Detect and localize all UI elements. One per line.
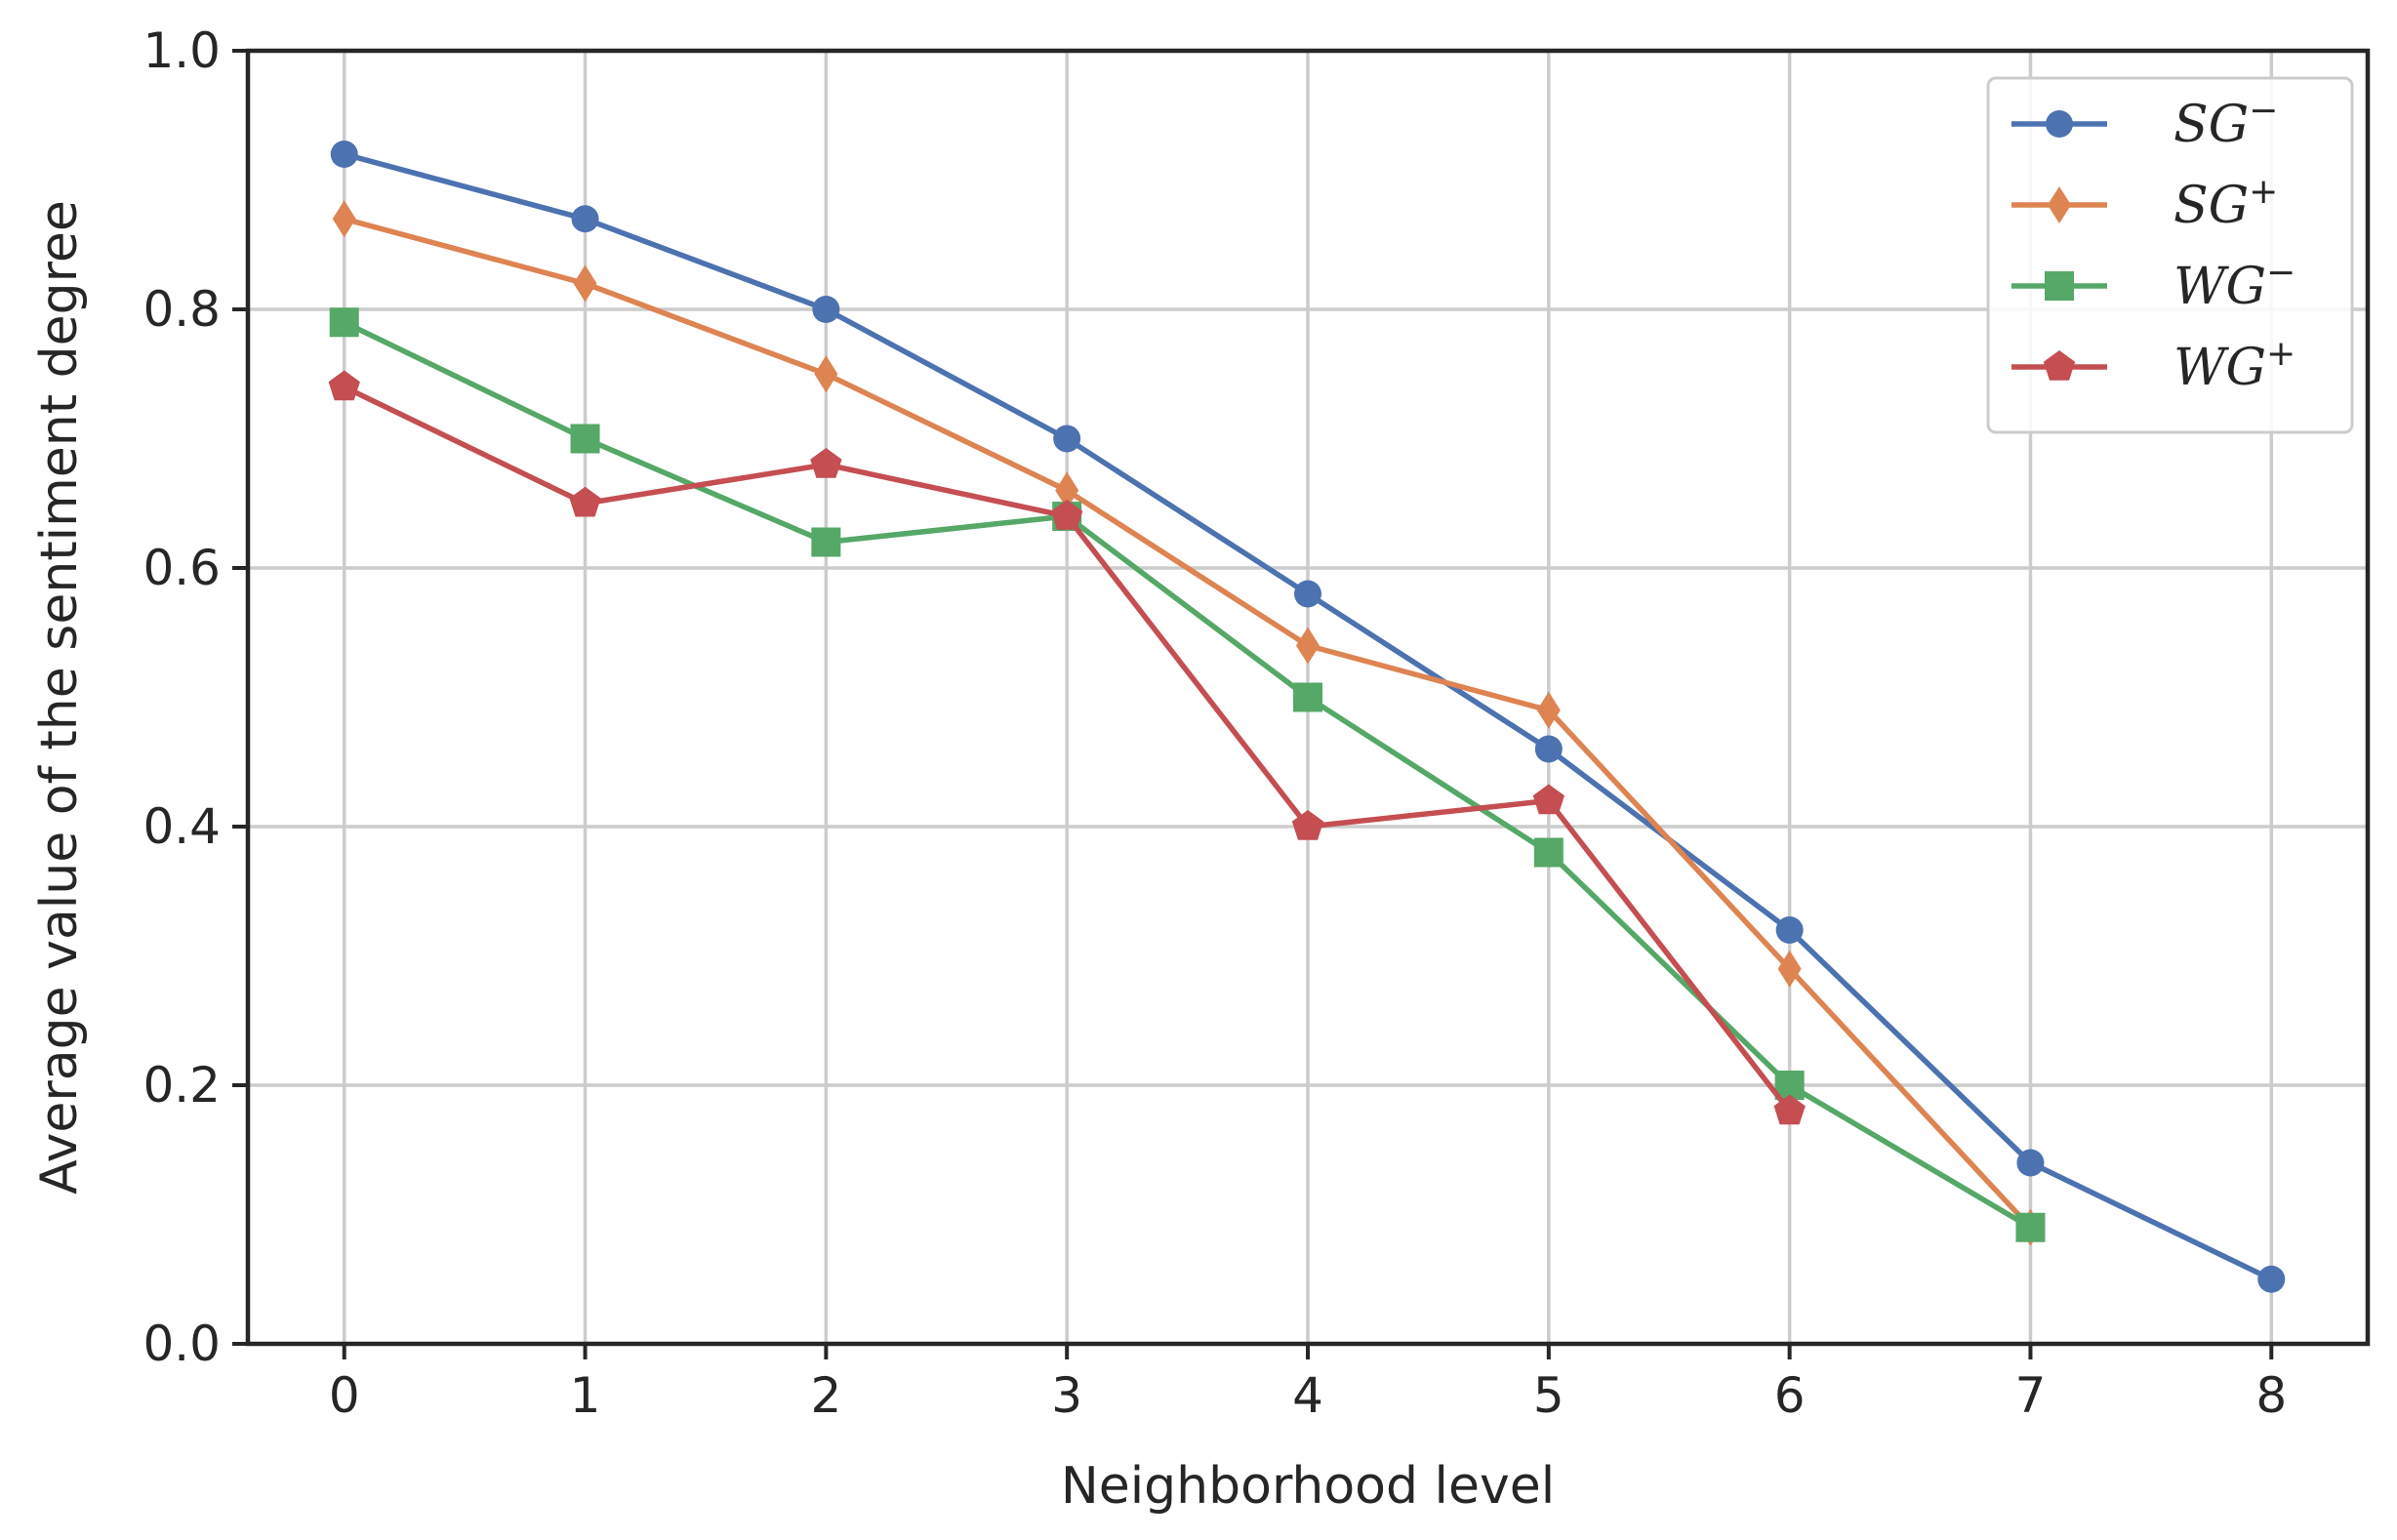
x-tick-label: 4 [1292, 1367, 1323, 1424]
data-point [1533, 837, 1564, 868]
data-point [573, 264, 597, 303]
y-tick-label: 0.4 [142, 798, 221, 855]
data-point [1296, 627, 1320, 665]
data-point [1534, 735, 1563, 763]
data-point [2257, 1265, 2286, 1293]
data-point [332, 200, 356, 238]
data-point [810, 448, 842, 478]
x-tick-label: 0 [329, 1367, 360, 1424]
series-line [343, 216, 2033, 1230]
legend-superscript: − [2249, 91, 2278, 131]
legend-marker [2048, 186, 2071, 223]
data-point [329, 307, 359, 338]
y-tick-label: 1.0 [142, 22, 221, 79]
legend-label: WG− [2174, 253, 2295, 316]
y-axis-label: Average value of the sentiment degree [30, 200, 89, 1195]
x-tick-label: 1 [570, 1367, 601, 1424]
data-point [811, 527, 841, 557]
x-tick-label: 3 [1051, 1367, 1082, 1424]
data-point [330, 141, 358, 168]
legend-marker [2045, 271, 2074, 301]
data-point [1053, 425, 1081, 453]
data-point [1777, 950, 1802, 988]
y-tick-label: 0.0 [142, 1316, 221, 1372]
series-layer [328, 141, 2286, 1293]
data-point [1055, 471, 1079, 509]
data-point [328, 370, 360, 401]
data-point [1536, 691, 1561, 729]
y-tick-label: 0.2 [142, 1057, 221, 1114]
data-point [2015, 1212, 2046, 1242]
x-tick-label: 7 [2015, 1367, 2047, 1424]
data-point [1775, 916, 1804, 944]
x-tick-label: 6 [1774, 1367, 1806, 1424]
data-point [1773, 1094, 1806, 1125]
data-point [569, 486, 601, 517]
legend-box [1986, 76, 2354, 434]
legend-marker [2046, 110, 2073, 138]
series-3 [328, 370, 1806, 1125]
x-tick-label: 8 [2255, 1367, 2287, 1424]
legend-marker [2043, 350, 2076, 381]
x-axis-label: Neighborhood level [1061, 1457, 1555, 1516]
legend-superscript: + [2249, 172, 2278, 212]
legend-superscript: + [2266, 334, 2295, 374]
data-point [571, 205, 599, 233]
data-point [570, 424, 600, 454]
data-point [814, 355, 838, 393]
y-tick-label: 0.8 [142, 281, 221, 338]
legend: SG−SG+WG−WG+ [1986, 76, 2354, 434]
data-point [812, 296, 840, 323]
data-point [2016, 1149, 2045, 1177]
x-tick-label: 5 [1533, 1367, 1564, 1424]
data-point [1294, 580, 1321, 608]
data-point [1051, 500, 1083, 530]
data-point [1293, 682, 1322, 712]
data-point [1532, 784, 1564, 815]
series-0 [330, 141, 2286, 1293]
y-tick-label: 0.6 [142, 540, 221, 596]
data-point [1291, 810, 1324, 840]
axis-ticks: 0 1 2 3 4 5 6 7 8 0.0 0.2 0.4 0.6 0.8 1.0 [142, 22, 2287, 1424]
x-tick-label: 2 [810, 1367, 841, 1424]
legend-superscript: − [2266, 253, 2295, 293]
series-line [343, 319, 2032, 1231]
legend-entry: WG− [2011, 253, 2295, 316]
